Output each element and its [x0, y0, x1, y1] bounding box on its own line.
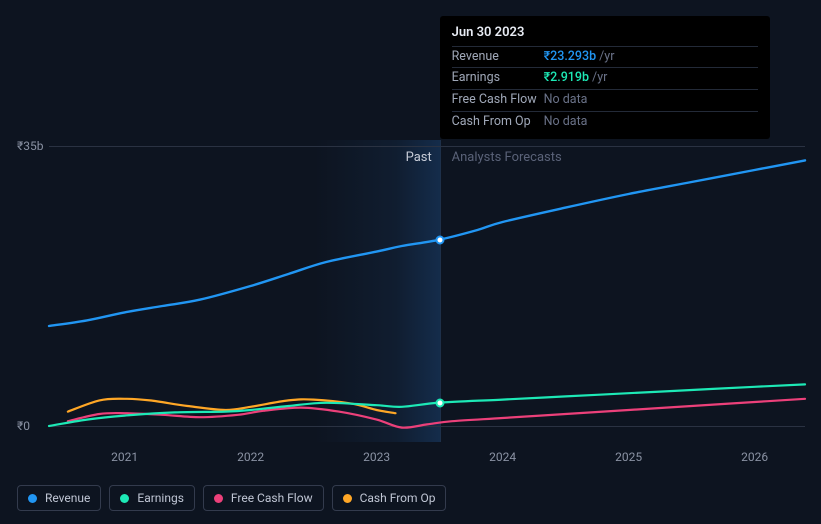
x-axis-tick: 2024 [489, 450, 516, 464]
legend-swatch [343, 494, 352, 503]
chart-lines [49, 130, 805, 442]
legend-item[interactable]: Free Cash Flow [203, 485, 324, 511]
tooltip-row: Free Cash FlowNo data [452, 89, 758, 111]
legend-swatch [214, 494, 223, 503]
tooltip-row-label: Free Cash Flow [452, 92, 544, 109]
x-axis-tick: 2022 [237, 450, 264, 464]
tooltip-row-label: Cash From Op [452, 114, 544, 131]
legend-label: Earnings [137, 491, 184, 505]
x-axis-tick: 2021 [111, 450, 138, 464]
legend-label: Cash From Op [360, 491, 436, 505]
tooltip-row-value: No data [544, 92, 758, 109]
tooltip-row-label: Earnings [452, 70, 544, 87]
tooltip-rows: Revenue₹23.293b/yrEarnings₹2.919b/yrFree… [452, 46, 758, 134]
x-axis-tick: 2026 [741, 450, 768, 464]
legend-item[interactable]: Earnings [109, 485, 195, 511]
plot-area: ₹35b ₹0 202120222023202420252026 Past An… [49, 130, 805, 442]
y-axis-tick: ₹35b [17, 139, 43, 153]
tooltip-row: Earnings₹2.919b/yr [452, 67, 758, 89]
tooltip-title: Jun 30 2023 [452, 24, 758, 46]
tooltip-row-label: Revenue [452, 49, 544, 66]
tooltip-row-value: ₹2.919b/yr [544, 70, 758, 87]
legend-item[interactable]: Cash From Op [332, 485, 447, 511]
tooltip-row-value: ₹23.293b/yr [544, 49, 758, 66]
legend-swatch [120, 494, 129, 503]
y-axis-tick: ₹0 [17, 419, 30, 433]
legend-label: Free Cash Flow [231, 491, 313, 505]
tooltip-row-value: No data [544, 114, 758, 131]
marker-earnings [435, 398, 444, 407]
x-axis-tick: 2023 [363, 450, 390, 464]
chart-tooltip: Jun 30 2023 Revenue₹23.293b/yrEarnings₹2… [440, 16, 770, 139]
chart-legend: Revenue Earnings Free Cash Flow Cash From O… [17, 485, 446, 511]
tooltip-row: Cash From OpNo data [452, 111, 758, 133]
series-revenue [49, 160, 805, 326]
legend-item[interactable]: Revenue [17, 485, 101, 511]
legend-swatch [28, 494, 37, 503]
legend-label: Revenue [45, 491, 90, 505]
marker-revenue [435, 235, 444, 244]
x-axis-tick: 2025 [615, 450, 642, 464]
tooltip-row: Revenue₹23.293b/yr [452, 46, 758, 68]
